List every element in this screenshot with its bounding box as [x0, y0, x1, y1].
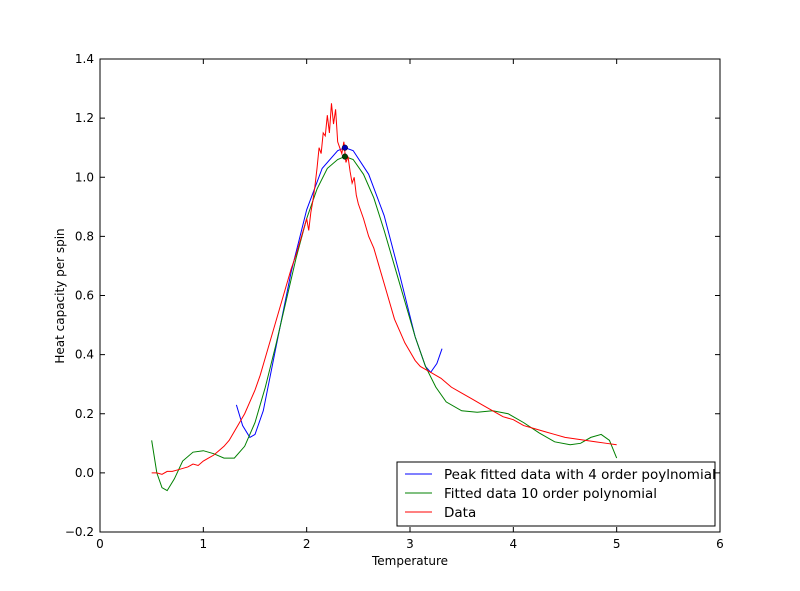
x-tick-label: 1: [200, 537, 208, 551]
legend-box: [396, 461, 716, 527]
peak-marker-1: [341, 144, 348, 151]
y-tick-label: 0.6: [75, 289, 94, 303]
series-line-fitted-data-10-order-polynomial: [151, 156, 618, 492]
series-layer: [151, 103, 618, 492]
x-tick-label: 2: [303, 537, 311, 551]
y-axis-label: Heat capacity per spin: [53, 228, 67, 363]
x-tick-label: 4: [510, 537, 518, 551]
ticks-layer: 0 1 2 3 4 5 6 −0.2 0.0 0.2 0.4 0.6 0.8 1.0 1.2 1.4: [65, 52, 724, 551]
y-tick-label: 0.4: [75, 348, 94, 362]
legend-label-fitted-data-10-order-polynomial: Fitted data 10 order polynomial: [444, 486, 657, 502]
y-tick-label: 1.2: [75, 111, 94, 125]
y-tick-label: 0.0: [75, 466, 94, 480]
series-line-data: [151, 103, 617, 475]
x-tick-label: 6: [716, 537, 724, 551]
legend: Peak fitted data with 4 order poylnomial…: [396, 461, 716, 527]
y-tick-label: 1.0: [75, 170, 94, 184]
y-tick-label: −0.2: [65, 525, 94, 539]
peak-marker-2: [341, 153, 348, 160]
y-tick-label: 0.2: [75, 407, 94, 421]
x-tick-label: 5: [613, 537, 621, 551]
x-axis-label: Temperature: [371, 554, 448, 568]
x-tick-label: 3: [406, 537, 414, 551]
x-tick-label: 0: [96, 537, 104, 551]
y-tick-label: 0.8: [75, 229, 94, 243]
y-tick-label: 1.4: [75, 52, 94, 66]
legend-label-peak-fitted-data-with-4-order-poylnomial: Peak fitted data with 4 order poylnomial: [444, 467, 716, 483]
legend-label-data: Data: [444, 505, 476, 521]
